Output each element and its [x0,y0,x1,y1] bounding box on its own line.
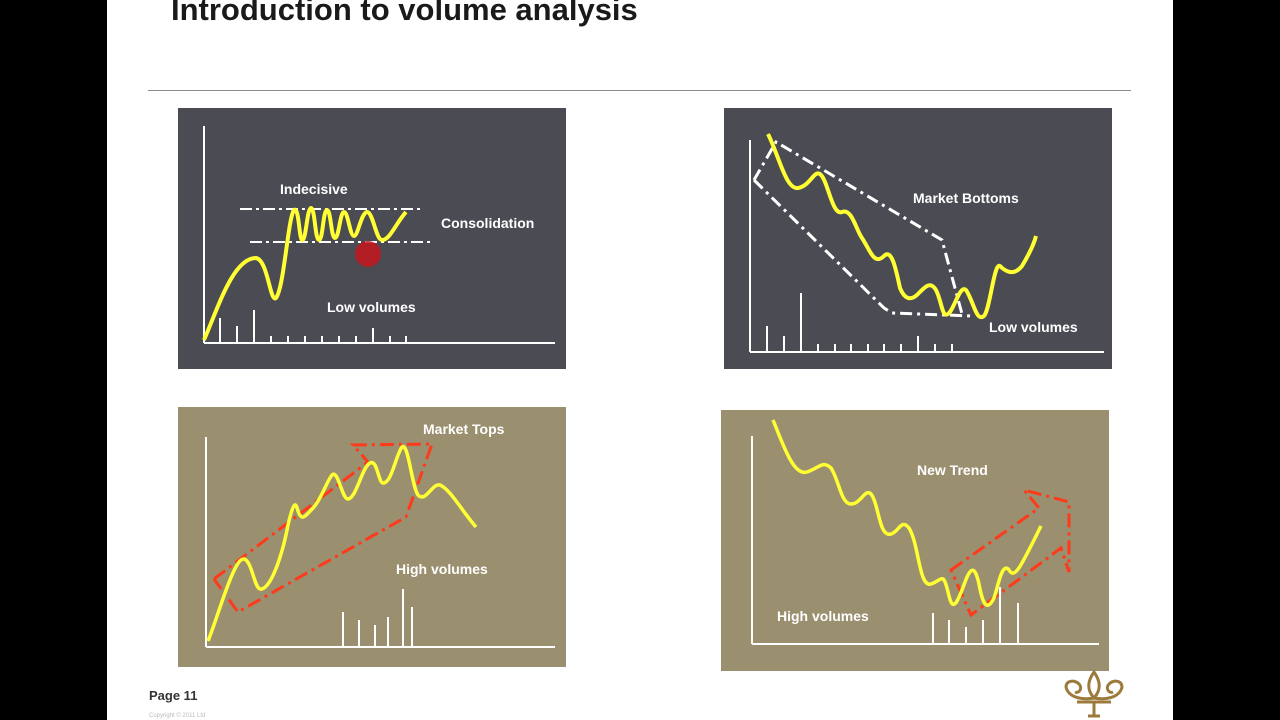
price-line [202,206,408,341]
market-tops-panel: Market Tops High volumes [178,407,566,667]
volume-bars [342,589,413,647]
page-title: Introduction to volume analysis [171,0,638,27]
volume-bars [219,310,407,343]
new-trend-diagram [751,419,1099,645]
market-tops-diagram [205,437,555,648]
channel-lines [752,139,973,318]
price-line [771,419,1043,607]
copyright-notice: Copyright © 2011 Ltd [149,713,206,719]
new-trend-panel: New Trend High volumes [721,410,1109,671]
page-number: Page 11 [149,688,198,703]
consolidation-diagram [202,126,555,344]
consolidation-panel: Indecisive Consolidation Low volumes [178,108,566,369]
fleur-de-lis-icon [1064,669,1124,718]
highlight-marker [355,241,381,267]
new-trend-label: New Trend [917,462,988,478]
indecisive-label: Indecisive [280,181,348,197]
market-tops-label: Market Tops [423,421,505,437]
title-divider [148,90,1131,91]
slide: Introduction to volume analysis [107,0,1173,720]
market-bottoms-panel: Market Bottoms Low volumes [724,108,1112,369]
low-volumes-label: Low volumes [989,319,1078,335]
volume-bars [766,293,953,352]
price-line [766,133,1038,320]
consolidation-label: Consolidation [441,215,535,231]
low-volumes-label: Low volumes [327,299,416,315]
range-lines [240,208,430,243]
channel-lines [212,442,435,614]
high-volumes-label: High volumes [396,561,488,577]
market-bottoms-diagram [749,133,1104,353]
volume-bars [932,587,1019,644]
high-volumes-label: High volumes [777,608,869,624]
price-line [206,445,478,642]
market-bottoms-label: Market Bottoms [913,190,1019,206]
channel-lines [949,487,1071,618]
